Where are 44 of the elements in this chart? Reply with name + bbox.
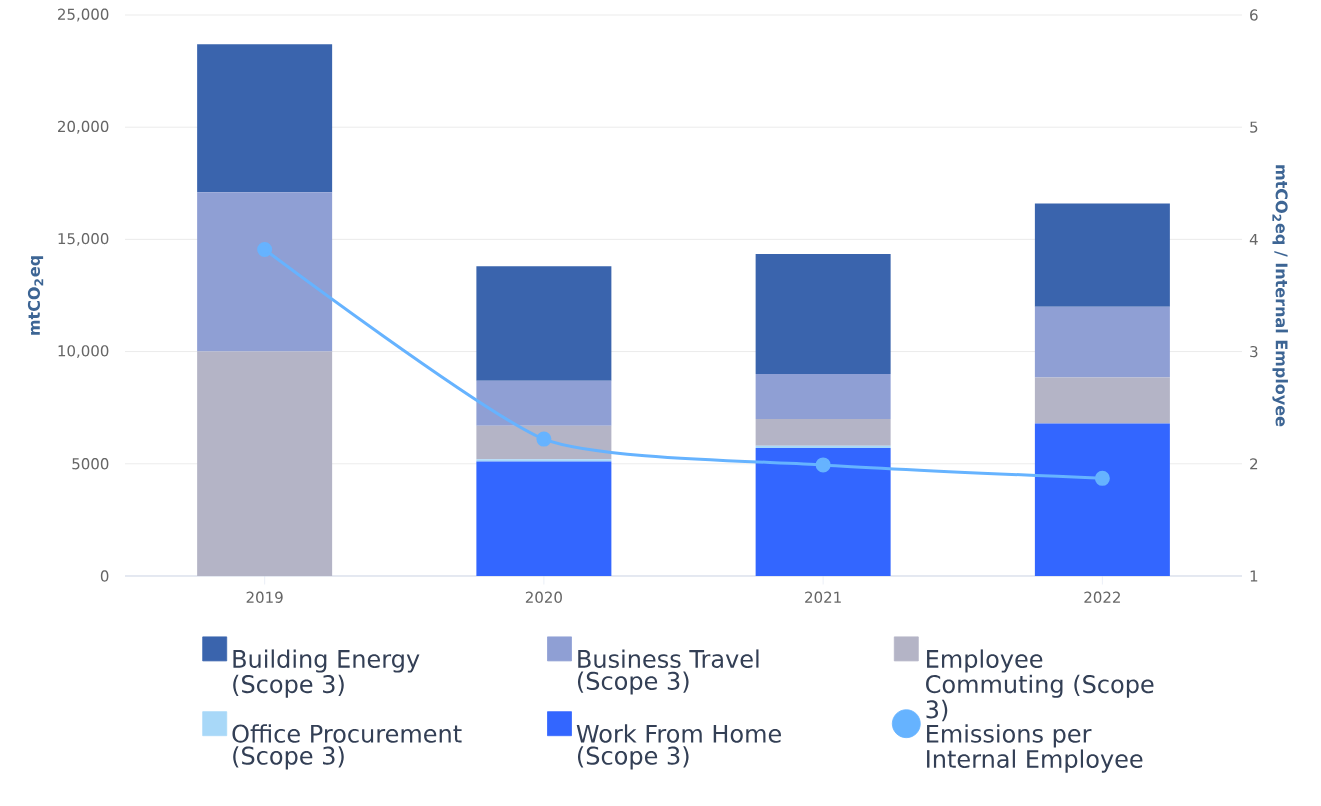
y-tick-label: 0 xyxy=(100,570,109,582)
legend-label: Business Travel (Scope 3) xyxy=(577,649,759,695)
bar xyxy=(476,266,612,381)
bar xyxy=(1034,377,1170,424)
y-tick-label: 25,000 xyxy=(58,8,109,22)
y2-tick-label: 4 xyxy=(1249,233,1258,245)
y2-tick-label: 2 xyxy=(1250,458,1258,470)
bar xyxy=(755,418,891,446)
x-tick-label: 2020 xyxy=(525,591,562,603)
bar xyxy=(755,253,891,375)
x-tick-label: 2022 xyxy=(1084,591,1120,603)
point xyxy=(257,241,273,257)
point xyxy=(536,431,552,447)
y-axis-title: mtCO$_{2}$eq xyxy=(27,256,44,335)
y2-tick-label: 6 xyxy=(1250,9,1258,21)
legend-label: Building Energy (Scope 3) xyxy=(233,649,420,698)
bar xyxy=(755,374,891,419)
y-tick-label: 15,000 xyxy=(58,232,109,246)
bar xyxy=(197,44,333,193)
point xyxy=(1094,470,1110,486)
bar xyxy=(1034,306,1170,378)
y-tick-label: 5000 xyxy=(72,458,109,470)
bar xyxy=(1034,203,1170,307)
point xyxy=(815,457,831,473)
bar xyxy=(197,192,333,352)
y2-tick-label: 5 xyxy=(1250,121,1258,133)
y2-tick-label: 3 xyxy=(1250,345,1258,358)
bar xyxy=(1034,423,1170,576)
bar xyxy=(476,425,612,460)
bar xyxy=(476,461,612,576)
x-tick-label: 2019 xyxy=(246,591,283,603)
legend-label: Office Procurement (Scope 3) xyxy=(232,724,462,770)
legend-label: Work From Home (Scope 3) xyxy=(576,724,781,770)
y-tick-label: 10,000 xyxy=(58,345,109,359)
y2-axis-title: mtCO$_{2}$eq / Internal Employee xyxy=(1272,165,1288,427)
bar xyxy=(476,380,612,426)
bar xyxy=(755,448,891,576)
bar xyxy=(476,459,612,462)
y2-tick-label: 1 xyxy=(1250,570,1258,582)
x-tick-label: 2021 xyxy=(805,591,841,603)
legend-label: Employee Commuting (Scope 3) xyxy=(926,649,1154,722)
legend-label: Emissions per Internal Employee xyxy=(927,724,1143,773)
y-tick-label: 20,000 xyxy=(58,120,109,134)
bar xyxy=(197,351,333,576)
